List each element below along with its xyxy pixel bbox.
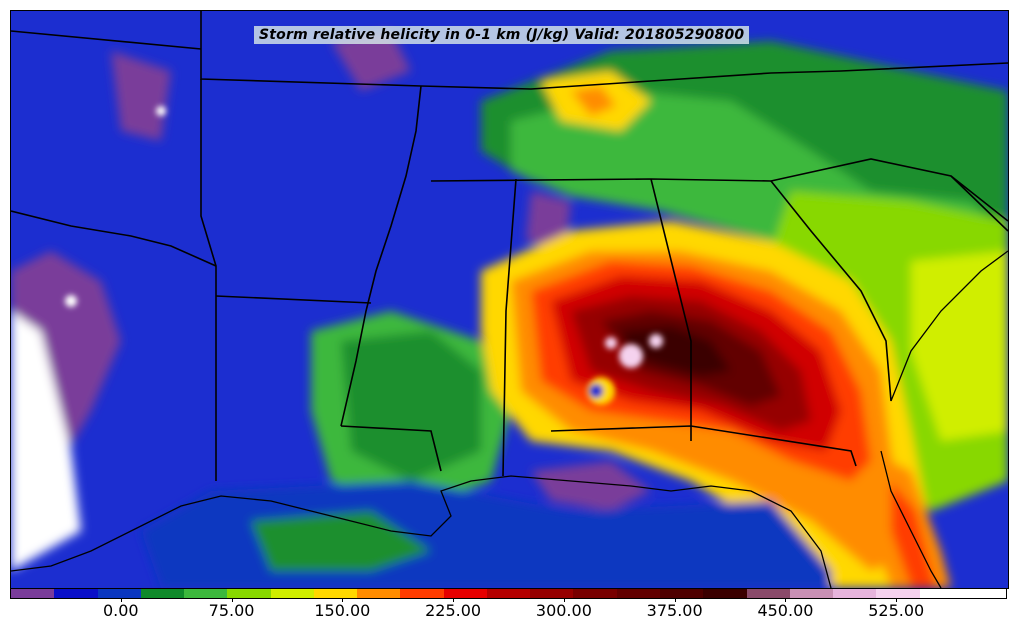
- contour-field: [11, 31, 1008, 588]
- colorbar-label: 75.00: [208, 601, 255, 620]
- map-title: Storm relative helicity in 0-1 km (J/kg)…: [254, 26, 750, 44]
- map-frame: Storm relative helicity in 0-1 km (J/kg)…: [10, 10, 1009, 589]
- colorbar-swatch: [270, 589, 314, 598]
- colorbar-label: 525.00: [868, 601, 925, 620]
- colorbar-tick: [231, 599, 233, 602]
- colorbar-label: 150.00: [314, 601, 371, 620]
- colorbar-swatch: [876, 589, 920, 598]
- colorbar-tick: [896, 599, 898, 602]
- colorbar-label: 0.00: [102, 601, 139, 620]
- colorbar-swatch: [400, 589, 444, 598]
- colorbar-label: 450.00: [757, 601, 814, 620]
- colorbar-swatch: [833, 589, 877, 598]
- colorbar-swatch: [97, 589, 141, 598]
- colorbar-tick: [674, 599, 676, 602]
- colorbar-swatch: [227, 589, 271, 598]
- colorbar-tick: [453, 599, 455, 602]
- colorbar-swatch: [184, 589, 228, 598]
- colorbar-label: 300.00: [535, 601, 592, 620]
- colorbar-swatch: [573, 589, 617, 598]
- colorbar-swatch: [313, 589, 358, 598]
- colorbar-swatch: [11, 589, 55, 598]
- colorbar-swatch: [746, 589, 790, 598]
- colorbar-swatch: [962, 589, 1007, 598]
- colorbar-tick: [563, 599, 565, 602]
- colorbar-tick: [342, 599, 344, 602]
- colorbar-swatch: [789, 589, 834, 598]
- colorbar-swatch: [616, 589, 660, 598]
- contour-spots: [65, 106, 663, 405]
- colorbar-swatch: [659, 589, 704, 598]
- colorbar-swatch: [530, 589, 574, 598]
- colorbar-swatch: [443, 589, 487, 598]
- colorbar-label: 225.00: [425, 601, 482, 620]
- map-svg: [11, 11, 1008, 588]
- colorbar-label: 375.00: [646, 601, 703, 620]
- colorbar-labels: 0.00 75.00 150.00 225.00 300.00 375.00 450.00 5…: [0, 601, 1018, 625]
- colorbar-swatch: [919, 589, 963, 598]
- coastline: [11, 250, 1008, 588]
- colorbar-swatch: [140, 589, 185, 598]
- state-borders: [11, 11, 1008, 481]
- colorbar-tick: [785, 599, 787, 602]
- colorbar-swatch: [357, 589, 401, 598]
- colorbar-swatch: [54, 589, 98, 598]
- colorbar: [10, 588, 1007, 599]
- colorbar-tick: [120, 599, 122, 602]
- colorbar-swatch: [486, 589, 531, 598]
- colorbar-swatch: [703, 589, 747, 598]
